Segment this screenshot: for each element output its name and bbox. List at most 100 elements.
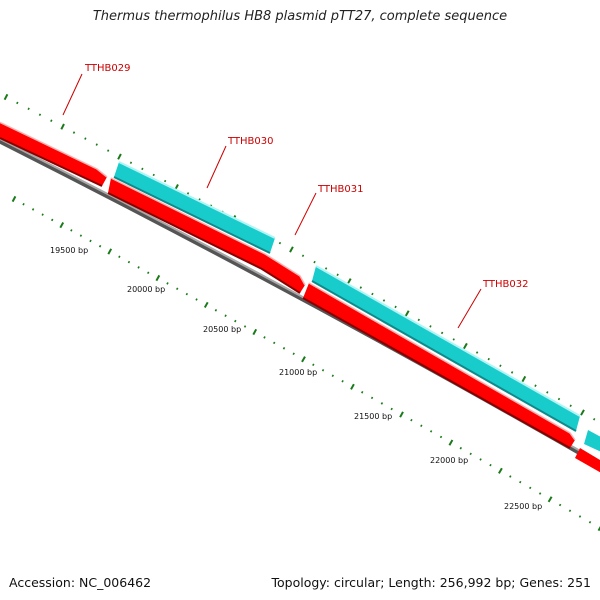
inner-minor-tick bbox=[70, 229, 73, 232]
outer-minor-tick bbox=[163, 179, 167, 183]
inner-minor-tick bbox=[98, 244, 102, 248]
outer-minor-tick bbox=[371, 292, 374, 296]
inner-major-tick bbox=[203, 301, 209, 308]
outer-major-tick bbox=[580, 409, 585, 416]
inner-minor-tick bbox=[390, 407, 393, 411]
outer-minor-tick bbox=[394, 305, 397, 309]
gene-tthb030[interactable] bbox=[113, 161, 276, 254]
inner-minor-tick bbox=[489, 463, 492, 467]
inner-minor-tick bbox=[89, 239, 92, 243]
gene-next-reverse[interactable] bbox=[575, 448, 600, 478]
position-label-21500: 21500 bp bbox=[354, 412, 392, 421]
inner-minor-tick bbox=[185, 292, 189, 296]
inner-minor-tick bbox=[370, 396, 374, 400]
topology-summary-text: Topology: circular; Length: 256,992 bp; … bbox=[271, 575, 592, 590]
position-label-20500: 20500 bp bbox=[203, 325, 241, 334]
inner-major-tick bbox=[448, 439, 454, 446]
inner-minor-tick bbox=[568, 509, 572, 513]
inner-minor-tick bbox=[282, 347, 286, 350]
gene-next-forward[interactable] bbox=[584, 430, 600, 456]
accession-text: Accession: NC_006462 bbox=[9, 575, 152, 590]
inner-minor-tick bbox=[588, 520, 592, 524]
outer-major-tick bbox=[346, 278, 352, 285]
inner-major-tick bbox=[107, 248, 113, 255]
inner-minor-tick bbox=[479, 458, 482, 461]
inner-minor-tick bbox=[459, 446, 462, 450]
inner-minor-tick bbox=[538, 492, 542, 495]
inner-minor-tick bbox=[147, 271, 150, 275]
gene-tthb031[interactable] bbox=[302, 282, 576, 449]
inner-minor-tick bbox=[118, 255, 121, 258]
inner-minor-tick bbox=[439, 435, 443, 439]
inner-minor-tick bbox=[195, 298, 198, 301]
inner-minor-tick bbox=[22, 202, 25, 206]
inner-major-tick bbox=[597, 525, 600, 532]
inner-minor-tick bbox=[263, 336, 266, 339]
outer-minor-tick bbox=[324, 267, 328, 270]
gene-label-tthb029: TTHB029 bbox=[84, 63, 131, 74]
inner-minor-tick bbox=[176, 287, 179, 291]
inner-minor-tick bbox=[529, 486, 532, 490]
map-title: Thermus thermophilus HB8 plasmid pTT27, … bbox=[92, 9, 508, 24]
inner-minor-tick bbox=[331, 374, 334, 378]
inner-minor-tick bbox=[469, 452, 472, 456]
outer-minor-tick bbox=[141, 167, 144, 171]
inner-tick-marks bbox=[11, 195, 600, 532]
outer-minor-tick bbox=[129, 161, 133, 164]
inner-minor-tick bbox=[578, 515, 582, 518]
outer-minor-tick bbox=[27, 107, 30, 111]
outer-major-tick bbox=[463, 342, 468, 350]
inner-minor-tick bbox=[410, 418, 413, 422]
outer-minor-tick bbox=[301, 254, 305, 258]
outer-minor-tick bbox=[499, 364, 502, 368]
inner-major-tick bbox=[252, 328, 258, 336]
gene-label-leaders bbox=[62, 73, 482, 329]
inner-minor-tick bbox=[292, 352, 295, 356]
inner-minor-tick bbox=[361, 391, 364, 394]
outer-minor-tick bbox=[417, 318, 420, 322]
outer-minor-tick bbox=[95, 143, 98, 146]
inner-minor-tick bbox=[51, 218, 54, 222]
outer-minor-tick bbox=[440, 331, 444, 335]
inner-minor-tick bbox=[137, 266, 140, 269]
outer-minor-tick bbox=[534, 384, 537, 387]
outer-minor-tick bbox=[72, 131, 76, 134]
inner-minor-tick bbox=[420, 424, 423, 428]
outer-minor-tick bbox=[510, 371, 514, 374]
gene-tthb030b[interactable] bbox=[107, 177, 306, 294]
inner-major-tick bbox=[350, 383, 355, 390]
outer-minor-tick bbox=[429, 325, 432, 328]
inner-minor-tick bbox=[341, 379, 344, 383]
outer-minor-tick bbox=[336, 273, 339, 277]
outer-major-tick bbox=[404, 310, 410, 317]
outer-minor-tick bbox=[359, 286, 362, 289]
outer-minor-tick bbox=[106, 149, 110, 152]
outer-minor-tick bbox=[152, 173, 155, 177]
outer-minor-tick bbox=[452, 338, 455, 341]
position-label-21000: 21000 bp bbox=[279, 368, 317, 377]
outer-minor-tick bbox=[84, 137, 87, 140]
outer-major-tick bbox=[117, 153, 122, 160]
outer-minor-tick bbox=[50, 119, 53, 122]
outer-minor-tick bbox=[278, 241, 282, 245]
gene-tthb032[interactable] bbox=[311, 265, 581, 432]
outer-minor-tick bbox=[382, 299, 386, 302]
outer-minor-tick bbox=[186, 192, 190, 195]
outer-major-tick bbox=[521, 375, 527, 383]
sequence-backbone bbox=[0, 137, 600, 468]
inner-minor-tick bbox=[380, 402, 384, 405]
inner-minor-tick bbox=[234, 319, 237, 323]
gene-label-tthb031: TTHB031 bbox=[317, 184, 364, 195]
position-label-19500: 19500 bp bbox=[50, 246, 88, 255]
inner-minor-tick bbox=[273, 341, 276, 345]
inner-minor-tick bbox=[243, 325, 247, 328]
inner-minor-tick bbox=[509, 475, 512, 478]
gene-tthb029[interactable] bbox=[0, 120, 108, 187]
inner-minor-tick bbox=[31, 208, 35, 211]
position-label-20000: 20000 bp bbox=[127, 285, 165, 294]
outer-minor-tick bbox=[38, 113, 42, 116]
gene-label-tthb030: TTHB030 bbox=[227, 136, 274, 147]
outer-major-tick bbox=[60, 123, 65, 130]
